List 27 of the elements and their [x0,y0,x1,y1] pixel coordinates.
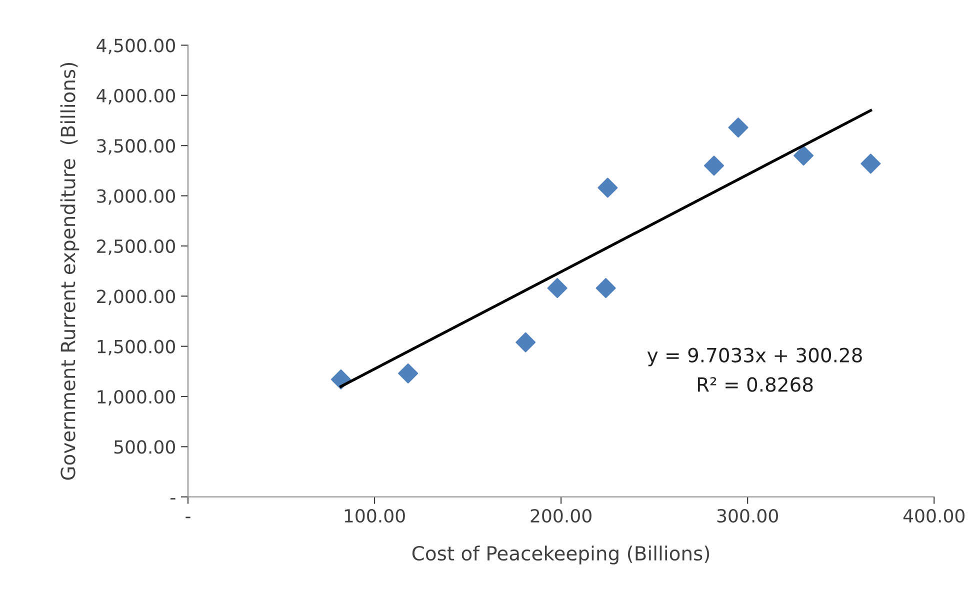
point [704,156,724,176]
x-tick-label: 200.00 [530,508,592,523]
point [598,178,618,198]
point [398,363,418,384]
x-tick-label: 400.00 [903,508,965,523]
y-tick-label: 2,500.00 [97,239,175,255]
x-tick-label: 300.00 [717,508,778,523]
y-tick-label: 500.00 [114,440,175,454]
point [516,332,536,352]
y-tick-label: 1,500.00 [98,340,175,356]
y-tick-label: 4,000.00 [96,88,175,104]
y-tick-label: 1,000.00 [98,390,175,406]
y-tick-label: 3,500.00 [97,139,175,155]
point [547,278,568,298]
point [728,118,748,138]
y-tick-label: - [170,498,176,500]
annotation: y = 9.7033x + 300.28 [647,348,862,366]
x-tick-label: 100.00 [344,508,405,523]
annotation: R² = 0.8268 [698,377,813,392]
y-axis-title: Government Rurrent expenditure (Billions) [60,62,80,480]
y-tick-label: 4,500.00 [96,38,175,54]
y-tick-label: 2,000.00 [97,290,175,306]
point [794,146,814,166]
point [860,154,881,174]
x-axis-title: Cost of Peacekeeping (Billions) [412,546,710,564]
point [596,278,616,298]
y-tick-label: 3,000.00 [97,189,175,205]
